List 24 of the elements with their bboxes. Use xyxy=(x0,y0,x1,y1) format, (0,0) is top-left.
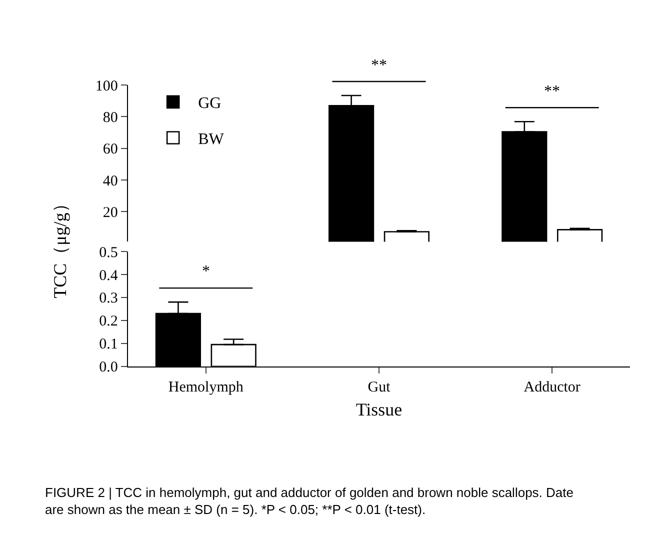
y-tick-label: 40 xyxy=(102,173,118,190)
y-axis-title: TCC（μg/g） xyxy=(50,194,70,298)
y-tick-label: 0.5 xyxy=(99,244,118,261)
annotation: ** xyxy=(544,83,560,100)
legend-label: GG xyxy=(198,95,222,112)
text: ** xyxy=(371,57,387,74)
bar xyxy=(384,231,430,242)
legend-label: BW xyxy=(198,131,225,148)
y-tick-label: 0.4 xyxy=(99,268,118,284)
y-tick-label: 0.0 xyxy=(99,360,118,376)
y-tick-label: 0.2 xyxy=(99,314,118,330)
y-tick-label: 100 xyxy=(95,78,118,94)
annotation: * xyxy=(202,263,210,280)
y-tick-label: 0.1 xyxy=(99,336,118,353)
x-axis-title: Tissue xyxy=(356,400,402,420)
x-tick-label: Adductor xyxy=(524,380,580,396)
y-tick-label: 60 xyxy=(102,142,118,158)
bar xyxy=(556,229,603,242)
y-tick-label: 0.3 xyxy=(99,290,118,307)
y-tick-label: 20 xyxy=(102,204,118,221)
y-tick-label: 80 xyxy=(102,110,118,126)
x-tick-label: Gut xyxy=(368,380,392,396)
x-tick-label: Hemolymph xyxy=(168,380,244,396)
caption: FIGURE 2 | TCC in hemolymph, gut and adductor of golden and brown noble scallops. Date are shown as the mean ± SD (n = 5). *P < 0.05; **P < 0.01 (t-test). xyxy=(45,485,574,517)
